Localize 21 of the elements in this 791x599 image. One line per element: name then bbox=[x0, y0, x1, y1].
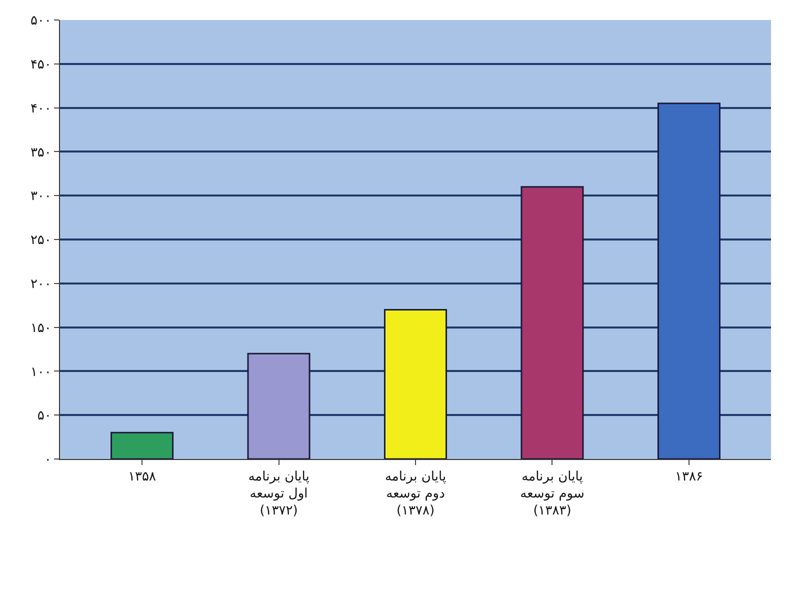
bar bbox=[520, 186, 584, 459]
y-tick-label: ۵۰۰ bbox=[30, 14, 52, 29]
bar bbox=[384, 308, 448, 459]
x-tick-label: ۱۳۸۶ bbox=[674, 470, 703, 485]
y-tick-label: ۳۰۰ bbox=[30, 189, 52, 204]
y-tick-label: ۵۰ bbox=[37, 408, 52, 424]
x-tick-label: پایان برنامه دوم توسعه (۱۳۷۸) bbox=[384, 470, 446, 518]
x-tick-label: پایان برنامه سوم توسعه (۱۳۸۳) bbox=[520, 470, 584, 518]
y-tick-label: ۱۵۰ bbox=[30, 320, 52, 336]
x-tick-label: پایان برنامه اول توسعه (۱۳۷۲) bbox=[248, 470, 310, 518]
x-tick-label: ۱۳۵۸ bbox=[128, 470, 156, 485]
y-tick-label: ۴۰۰ bbox=[30, 101, 52, 116]
y-tick-label: ۴۵۰ bbox=[30, 57, 52, 72]
bar bbox=[657, 102, 720, 459]
y-tick-label: ۱۰۰ bbox=[30, 364, 52, 380]
y-tick-label: ۰ bbox=[44, 452, 52, 468]
y-tick-label: ۳۵۰ bbox=[30, 145, 52, 160]
bar bbox=[110, 432, 174, 459]
bar bbox=[247, 352, 310, 459]
y-tick-label: ۲۰۰ bbox=[30, 276, 52, 292]
y-tick-label: ۲۵۰ bbox=[30, 233, 52, 248]
